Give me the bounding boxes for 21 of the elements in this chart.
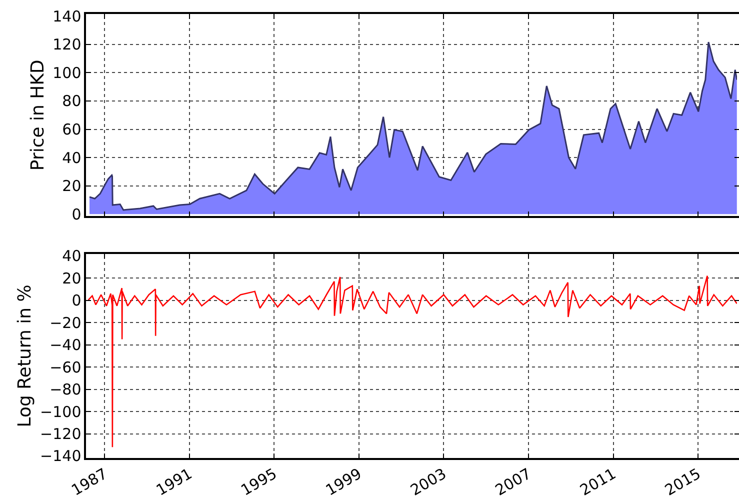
y-tick-label: 40: [62, 148, 82, 167]
y-axis-title: Price in HKD: [27, 60, 48, 171]
y-axis-title: Log Return in %: [14, 284, 36, 428]
y-tick-label: 60: [62, 120, 82, 139]
y-tick-label: 80: [62, 92, 82, 110]
line-series: [88, 275, 737, 448]
y-tick-label: 140: [52, 7, 82, 26]
y-tick-label: 0: [72, 292, 82, 310]
y-tick-label: −100: [40, 402, 82, 421]
y-tick-label: 40: [62, 247, 82, 266]
y-tick-label: −80: [50, 380, 82, 399]
y-tick-label: 20: [62, 177, 82, 196]
y-tick-label: 100: [52, 64, 82, 82]
y-tick-label: −60: [50, 358, 82, 376]
y-tick-label: 120: [52, 36, 82, 54]
y-tick-label: −20: [50, 314, 82, 332]
y-tick-label: 0: [72, 205, 82, 224]
y-tick-label: 20: [62, 269, 82, 288]
y-tick-label: −140: [40, 447, 82, 466]
y-tick-label: −40: [50, 336, 82, 354]
y-tick-label: −120: [40, 425, 82, 444]
